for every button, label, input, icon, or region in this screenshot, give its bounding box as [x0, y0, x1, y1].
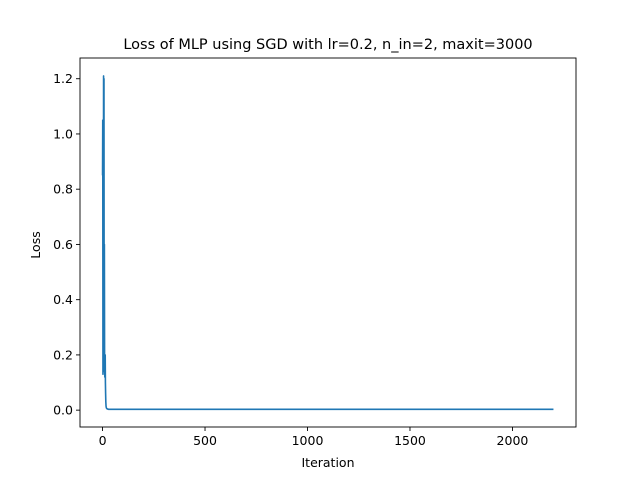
plot-area	[79, 57, 577, 428]
y-tick-label: 0.6	[53, 237, 73, 252]
y-tick-label: 0.0	[53, 403, 73, 418]
loss-series-line-0	[101, 75, 554, 411]
y-tick-label: 0.8	[53, 182, 73, 197]
y-axis-ticks: 0.0 0.2 0.4 0.6 0.8 1.0 1.2	[53, 71, 80, 418]
x-tick-label: 1000	[292, 433, 324, 448]
y-tick-label: 0.4	[53, 292, 73, 307]
x-tick-label: 1500	[394, 433, 426, 448]
chart-title: Loss of MLP using SGD with lr=0.2, n_in=…	[123, 37, 532, 53]
x-tick-label: 0	[99, 433, 107, 448]
y-axis-label: Loss	[28, 231, 43, 258]
y-tick-label: 1.0	[53, 126, 73, 141]
x-axis-ticks: 0 500 1000 1500 2000	[99, 427, 529, 448]
x-tick-label: 500	[193, 433, 217, 448]
y-tick-label: 0.2	[53, 347, 73, 362]
x-axis-label: Iteration	[301, 455, 354, 470]
y-tick-label: 1.2	[53, 71, 73, 86]
axes-frame	[79, 57, 577, 428]
x-tick-label: 2000	[497, 433, 529, 448]
